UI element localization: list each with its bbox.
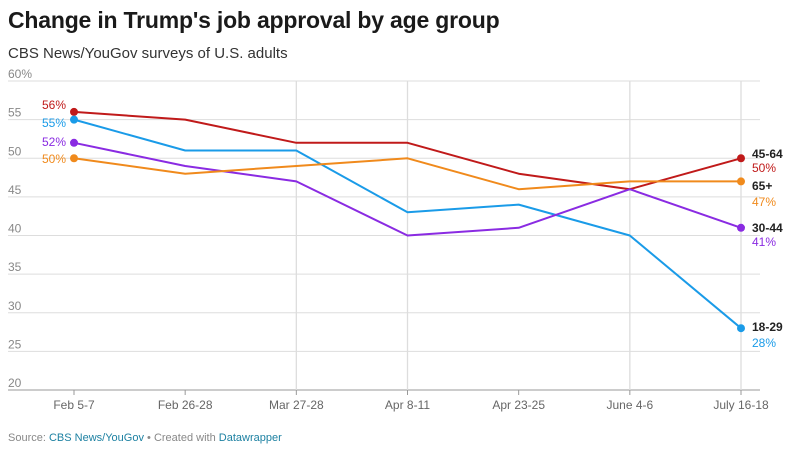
footer-created-label: Created with [153,432,216,444]
series-end-point-18-29 [737,324,745,333]
y-tick-label: 30 [8,299,22,313]
x-tick-label: Feb 26-28 [158,398,213,412]
footer-tool-link[interactable]: Datawrapper [218,432,282,444]
y-tick-label: 50 [8,144,22,158]
end-label-30-44: 41% [752,235,776,249]
x-tick-label: Mar 27-28 [269,398,324,412]
x-tick-label: Apr 23-25 [492,398,545,412]
end-label-18-29: 28% [752,336,776,350]
end-label-45-64: 50% [752,161,776,175]
series-end-point-65+ [737,177,745,186]
end-label-65+: 47% [752,195,776,209]
start-label-45-64: 56% [42,98,66,112]
y-tick-label: 60% [8,67,32,81]
series-line-65+ [73,157,741,191]
chart-title: Change in Trump's job approval by age gr… [8,7,500,33]
footer-source-link[interactable]: CBS News/YouGov [48,432,144,444]
x-tick-label: July 16-18 [713,398,769,412]
y-tick-label: 45 [8,183,22,197]
series-start-point-65+ [70,154,78,163]
y-tick-label: 20 [8,376,22,390]
y-tick-label: 35 [8,260,22,274]
series-start-point-45-64 [70,107,78,116]
end-series-name-30-44: 30-44 [752,221,783,235]
x-tick-label: Apr 8-11 [385,398,430,412]
y-tick-label: 40 [8,222,22,236]
x-tick-label: Feb 5-7 [53,398,95,412]
footer-separator: • [147,432,151,444]
start-label-30-44: 52% [42,135,66,149]
footer-source-label: Source: [8,432,46,444]
series-end-point-45-64 [737,154,745,163]
footer: Source: CBS News/YouGov • Created with D… [8,432,282,444]
x-tick-label: June 4-6 [606,398,653,412]
series-end-point-30-44 [737,223,745,232]
series-start-point-18-29 [70,115,78,124]
series-line-30-44 [73,141,742,237]
chart-subtitle: CBS News/YouGov surveys of U.S. adults [8,45,288,62]
series-line-18-29 [73,118,742,329]
y-tick-label: 25 [8,337,22,351]
start-label-18-29: 55% [42,116,66,130]
y-tick-label: 55 [8,106,22,120]
end-series-name-18-29: 18-29 [752,320,783,334]
series-start-point-30-44 [70,138,78,147]
end-series-name-45-64: 45-64 [752,147,783,161]
end-series-name-65+: 65+ [752,179,772,193]
start-label-65+: 50% [42,152,66,166]
